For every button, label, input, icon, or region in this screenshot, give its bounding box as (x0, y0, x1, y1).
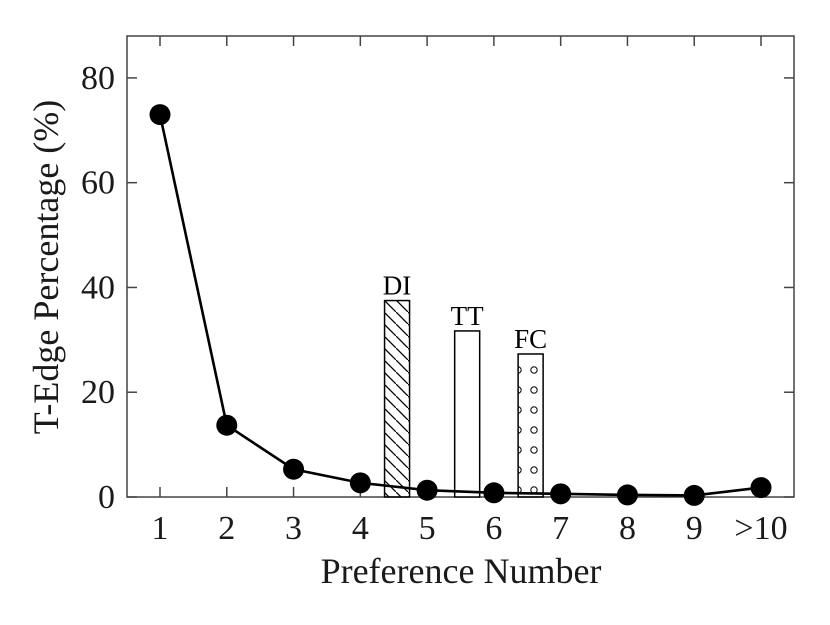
method-bars: DI TT FC (383, 271, 547, 498)
bar-fc (517, 353, 544, 498)
x-tick-label: 9 (686, 510, 703, 547)
x-tick-label: 5 (419, 510, 436, 547)
data-point (283, 458, 305, 480)
y-tick-label: 60 (81, 165, 115, 202)
x-axis-title: Preference Number (321, 551, 602, 591)
y-tick-label: 40 (81, 269, 115, 306)
x-tick-label: 1 (152, 510, 169, 547)
y-axis-title: T-Edge Percentage (%) (26, 100, 66, 435)
data-point (616, 484, 638, 506)
data-point (416, 479, 438, 501)
series-line-0 (158, 114, 762, 497)
data-point (683, 484, 705, 506)
x-tick-label: >10 (734, 510, 787, 547)
x-tick-label: 3 (285, 510, 302, 547)
data-point (149, 104, 171, 126)
x-tick-label: 4 (352, 510, 369, 547)
x-tick-label: 8 (619, 510, 636, 547)
bar-label-di: DI (383, 271, 412, 301)
y-tick-label: 20 (81, 374, 115, 411)
x-tick-label: 2 (218, 510, 235, 547)
y-tick-label: 0 (98, 479, 115, 516)
y-tick-label: 80 (81, 60, 115, 97)
bar-label-fc: FC (514, 324, 547, 354)
bar-tt (453, 330, 481, 498)
data-point (750, 477, 772, 499)
x-tick-label: 7 (552, 510, 569, 547)
series-line (149, 104, 772, 506)
bar-di (383, 299, 411, 498)
y-axis: 0 20 40 60 80 (81, 60, 794, 516)
x-tick-label: 6 (485, 510, 502, 547)
bar-label-tt: TT (451, 301, 484, 331)
data-point (349, 472, 371, 494)
data-point (216, 414, 238, 436)
data-point (483, 482, 505, 504)
data-point (550, 483, 572, 505)
